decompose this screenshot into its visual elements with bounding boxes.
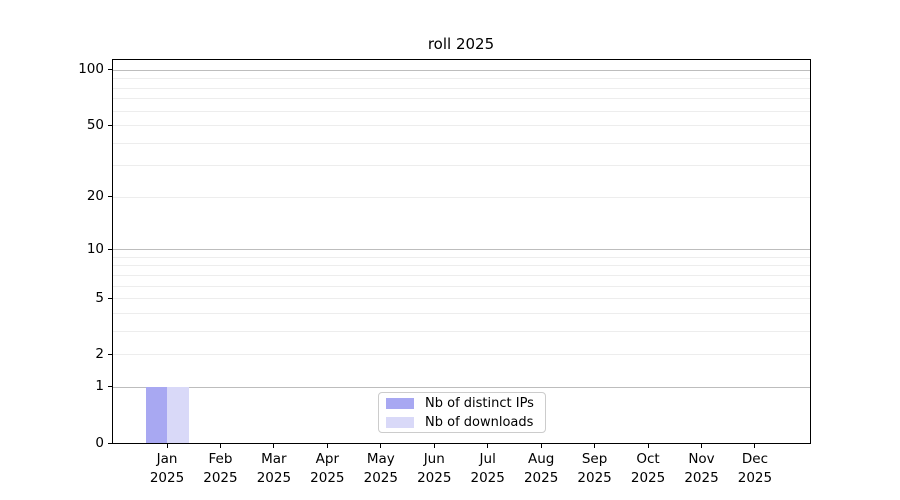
ytick-label-50: 50 bbox=[86, 116, 104, 133]
xtick-month: May bbox=[366, 451, 395, 467]
xtick-label-May: May 2025 bbox=[345, 450, 417, 488]
gridline-minor bbox=[113, 265, 810, 267]
xtick-label-Nov: Nov 2025 bbox=[666, 450, 738, 488]
xtick-label-Dec: Dec 2025 bbox=[719, 450, 791, 488]
xtick-mark-Jul bbox=[487, 444, 489, 448]
xtick-mark-Dec bbox=[754, 444, 756, 448]
xtick-year: 2025 bbox=[737, 470, 773, 486]
legend: Nb of distinct IPs Nb of downloads bbox=[378, 392, 546, 433]
gridline-minor bbox=[113, 165, 810, 167]
xtick-label-Jul: Jul 2025 bbox=[452, 450, 524, 488]
gridline-minor bbox=[113, 285, 810, 287]
xtick-year: 2025 bbox=[630, 470, 666, 486]
gridline-10 bbox=[113, 249, 810, 251]
xtick-year: 2025 bbox=[417, 470, 452, 486]
ytick-mark-2 bbox=[108, 353, 112, 355]
gridline-minor bbox=[113, 256, 810, 258]
xtick-mark-Jun bbox=[433, 444, 435, 448]
ytick-label-1: 1 bbox=[95, 378, 104, 395]
legend-swatch bbox=[386, 397, 414, 409]
xtick-month: Apr bbox=[315, 451, 340, 467]
xtick-label-Sep: Sep 2025 bbox=[559, 450, 631, 488]
xtick-mark-Jan bbox=[166, 444, 168, 448]
xtick-year: 2025 bbox=[470, 470, 505, 486]
xtick-month: Mar bbox=[261, 451, 287, 467]
xtick-month: Dec bbox=[741, 451, 768, 467]
gridline-minor bbox=[113, 274, 810, 276]
ytick-mark-0 bbox=[108, 442, 112, 444]
ytick-mark-5 bbox=[108, 297, 112, 299]
xtick-label-Apr: Apr 2025 bbox=[291, 450, 363, 488]
gridline-100 bbox=[113, 69, 810, 71]
ytick-mark-1 bbox=[108, 386, 112, 388]
ytick-mark-20 bbox=[108, 196, 112, 198]
bar-Jan-ips bbox=[145, 386, 167, 443]
xtick-label-Feb: Feb 2025 bbox=[184, 450, 256, 488]
xtick-year: 2025 bbox=[577, 470, 612, 486]
xtick-label-Oct: Oct 2025 bbox=[612, 450, 684, 488]
xtick-month: Feb bbox=[208, 451, 233, 467]
chart-title: roll 2025 bbox=[427, 35, 495, 53]
xtick-mark-Aug bbox=[540, 444, 542, 448]
bar-Jan-downloads bbox=[167, 386, 189, 443]
gridline-minor bbox=[113, 330, 810, 332]
legend-swatch bbox=[386, 416, 414, 428]
gridline-5 bbox=[113, 298, 810, 300]
xtick-mark-Nov bbox=[701, 444, 702, 448]
xtick-mark-May bbox=[380, 444, 382, 448]
xtick-mark-Oct bbox=[647, 444, 649, 448]
gridline-minor bbox=[113, 98, 810, 100]
xtick-month: Oct bbox=[636, 451, 660, 467]
gridline-minor bbox=[113, 78, 810, 80]
xtick-month: Jul bbox=[479, 451, 496, 467]
xtick-mark-Apr bbox=[326, 444, 328, 448]
ytick-label-2: 2 bbox=[95, 345, 104, 362]
ytick-label-20: 20 bbox=[86, 188, 104, 205]
ytick-label-10: 10 bbox=[86, 240, 104, 257]
plot-area: Nb of distinct IPs Nb of downloads bbox=[112, 59, 811, 444]
gridline-minor bbox=[113, 110, 810, 112]
legend-row: Nb of downloads bbox=[386, 415, 545, 430]
legend-label: Nb of downloads bbox=[425, 414, 534, 430]
xtick-label-Aug: Aug 2025 bbox=[505, 450, 577, 488]
xtick-mark-Mar bbox=[273, 444, 275, 448]
gridline-2 bbox=[113, 354, 810, 356]
gridline-1 bbox=[113, 386, 810, 388]
ytick-label-100: 100 bbox=[78, 61, 104, 78]
legend-label: Nb of distinct IPs bbox=[425, 395, 534, 411]
ytick-mark-100 bbox=[108, 69, 112, 71]
gridline-minor bbox=[113, 142, 810, 144]
xtick-month: Nov bbox=[688, 451, 715, 467]
ytick-label-5: 5 bbox=[95, 289, 104, 306]
ytick-mark-50 bbox=[108, 124, 112, 126]
xtick-label-Jan: Jan 2025 bbox=[131, 450, 203, 488]
xtick-year: 2025 bbox=[256, 470, 292, 486]
xtick-label-Mar: Mar 2025 bbox=[238, 450, 310, 488]
xtick-year: 2025 bbox=[310, 470, 345, 486]
ytick-label-0: 0 bbox=[95, 434, 104, 451]
gridline-minor bbox=[113, 312, 810, 314]
gridline-20 bbox=[113, 196, 810, 198]
xtick-month: Sep bbox=[581, 451, 608, 467]
xtick-year: 2025 bbox=[684, 470, 719, 486]
ytick-mark-10 bbox=[108, 248, 112, 250]
xtick-year: 2025 bbox=[149, 470, 185, 486]
xtick-month: Aug bbox=[527, 451, 555, 467]
xtick-month: Jan bbox=[156, 451, 178, 467]
gridline-minor bbox=[113, 87, 810, 89]
xtick-year: 2025 bbox=[523, 470, 559, 486]
xtick-mark-Feb bbox=[219, 444, 221, 448]
xtick-label-Jun: Jun 2025 bbox=[398, 450, 470, 488]
xtick-month: Jun bbox=[423, 451, 445, 467]
xtick-year: 2025 bbox=[203, 470, 238, 486]
xtick-year: 2025 bbox=[363, 470, 398, 486]
xtick-mark-Sep bbox=[594, 444, 596, 448]
legend-row: Nb of distinct IPs bbox=[386, 396, 545, 411]
gridline-50 bbox=[113, 125, 810, 127]
